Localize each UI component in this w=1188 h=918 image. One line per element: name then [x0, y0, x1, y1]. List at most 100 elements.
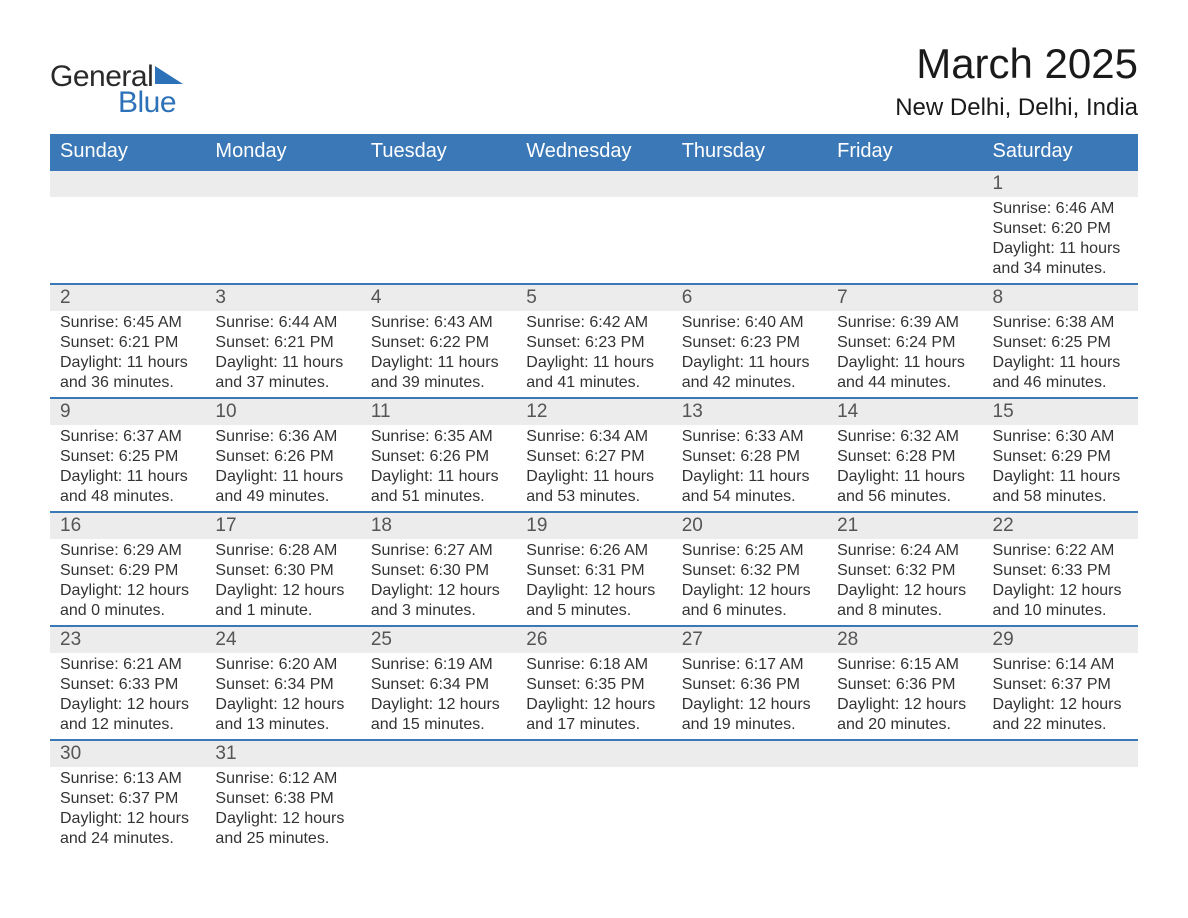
sunrise-text: Sunrise: 6:22 AM	[993, 541, 1128, 561]
calendar-cell: 16Sunrise: 6:29 AMSunset: 6:29 PMDayligh…	[50, 512, 205, 626]
day-details: Sunrise: 6:12 AMSunset: 6:38 PMDaylight:…	[205, 767, 360, 853]
daylight-text: Daylight: 12 hours and 20 minutes.	[837, 695, 972, 735]
calendar-week: 23Sunrise: 6:21 AMSunset: 6:33 PMDayligh…	[50, 626, 1138, 740]
calendar-header: SundayMondayTuesdayWednesdayThursdayFrid…	[50, 134, 1138, 170]
day-number: 5	[516, 285, 671, 311]
day-details	[50, 197, 205, 203]
calendar-cell: 31Sunrise: 6:12 AMSunset: 6:38 PMDayligh…	[205, 740, 360, 853]
day-number	[205, 171, 360, 197]
day-number: 20	[672, 513, 827, 539]
sunrise-text: Sunrise: 6:46 AM	[993, 199, 1128, 219]
calendar-cell	[361, 170, 516, 284]
calendar-cell	[50, 170, 205, 284]
calendar-cell: 20Sunrise: 6:25 AMSunset: 6:32 PMDayligh…	[672, 512, 827, 626]
day-number: 21	[827, 513, 982, 539]
calendar-cell: 2Sunrise: 6:45 AMSunset: 6:21 PMDaylight…	[50, 284, 205, 398]
sunset-text: Sunset: 6:29 PM	[60, 561, 195, 581]
calendar-table: SundayMondayTuesdayWednesdayThursdayFrid…	[50, 134, 1138, 853]
calendar-cell: 13Sunrise: 6:33 AMSunset: 6:28 PMDayligh…	[672, 398, 827, 512]
sunrise-text: Sunrise: 6:36 AM	[215, 427, 350, 447]
day-number: 2	[50, 285, 205, 311]
calendar-cell: 19Sunrise: 6:26 AMSunset: 6:31 PMDayligh…	[516, 512, 671, 626]
sunrise-text: Sunrise: 6:21 AM	[60, 655, 195, 675]
day-number: 17	[205, 513, 360, 539]
day-details: Sunrise: 6:36 AMSunset: 6:26 PMDaylight:…	[205, 425, 360, 511]
sunrise-text: Sunrise: 6:42 AM	[526, 313, 661, 333]
day-number: 23	[50, 627, 205, 653]
sunset-text: Sunset: 6:35 PM	[526, 675, 661, 695]
sunset-text: Sunset: 6:23 PM	[526, 333, 661, 353]
sunrise-text: Sunrise: 6:27 AM	[371, 541, 506, 561]
calendar-cell	[983, 740, 1138, 853]
daylight-text: Daylight: 12 hours and 10 minutes.	[993, 581, 1128, 621]
day-details: Sunrise: 6:18 AMSunset: 6:35 PMDaylight:…	[516, 653, 671, 739]
day-details: Sunrise: 6:28 AMSunset: 6:30 PMDaylight:…	[205, 539, 360, 625]
daylight-text: Daylight: 12 hours and 12 minutes.	[60, 695, 195, 735]
calendar-cell	[827, 740, 982, 853]
sunrise-text: Sunrise: 6:45 AM	[60, 313, 195, 333]
day-details	[827, 767, 982, 773]
day-details: Sunrise: 6:21 AMSunset: 6:33 PMDaylight:…	[50, 653, 205, 739]
day-number: 9	[50, 399, 205, 425]
calendar-cell: 18Sunrise: 6:27 AMSunset: 6:30 PMDayligh…	[361, 512, 516, 626]
sunrise-text: Sunrise: 6:34 AM	[526, 427, 661, 447]
daylight-text: Daylight: 11 hours and 34 minutes.	[993, 239, 1128, 279]
weekday-header: Wednesday	[516, 134, 671, 170]
day-number	[827, 741, 982, 767]
sunset-text: Sunset: 6:36 PM	[837, 675, 972, 695]
calendar-week: 2Sunrise: 6:45 AMSunset: 6:21 PMDaylight…	[50, 284, 1138, 398]
day-details: Sunrise: 6:15 AMSunset: 6:36 PMDaylight:…	[827, 653, 982, 739]
sunset-text: Sunset: 6:34 PM	[371, 675, 506, 695]
day-number	[50, 171, 205, 197]
day-number: 14	[827, 399, 982, 425]
sunset-text: Sunset: 6:37 PM	[993, 675, 1128, 695]
header: General Blue March 2025 New Delhi, Delhi…	[50, 40, 1138, 122]
sunrise-text: Sunrise: 6:13 AM	[60, 769, 195, 789]
day-number	[361, 741, 516, 767]
day-number	[516, 171, 671, 197]
daylight-text: Daylight: 11 hours and 44 minutes.	[837, 353, 972, 393]
sunrise-text: Sunrise: 6:29 AM	[60, 541, 195, 561]
brand-logo: General Blue	[50, 60, 183, 120]
sunset-text: Sunset: 6:26 PM	[215, 447, 350, 467]
day-details: Sunrise: 6:33 AMSunset: 6:28 PMDaylight:…	[672, 425, 827, 511]
day-details	[672, 197, 827, 203]
daylight-text: Daylight: 11 hours and 39 minutes.	[371, 353, 506, 393]
day-details: Sunrise: 6:17 AMSunset: 6:36 PMDaylight:…	[672, 653, 827, 739]
calendar-cell	[516, 740, 671, 853]
day-details: Sunrise: 6:22 AMSunset: 6:33 PMDaylight:…	[983, 539, 1138, 625]
day-details: Sunrise: 6:43 AMSunset: 6:22 PMDaylight:…	[361, 311, 516, 397]
sunset-text: Sunset: 6:23 PM	[682, 333, 817, 353]
weekday-header: Saturday	[983, 134, 1138, 170]
day-details: Sunrise: 6:35 AMSunset: 6:26 PMDaylight:…	[361, 425, 516, 511]
calendar-cell: 9Sunrise: 6:37 AMSunset: 6:25 PMDaylight…	[50, 398, 205, 512]
day-details: Sunrise: 6:25 AMSunset: 6:32 PMDaylight:…	[672, 539, 827, 625]
day-details: Sunrise: 6:44 AMSunset: 6:21 PMDaylight:…	[205, 311, 360, 397]
day-number: 12	[516, 399, 671, 425]
day-details: Sunrise: 6:14 AMSunset: 6:37 PMDaylight:…	[983, 653, 1138, 739]
day-details	[205, 197, 360, 203]
day-number: 1	[983, 171, 1138, 197]
calendar-cell: 22Sunrise: 6:22 AMSunset: 6:33 PMDayligh…	[983, 512, 1138, 626]
sunrise-text: Sunrise: 6:38 AM	[993, 313, 1128, 333]
daylight-text: Daylight: 11 hours and 46 minutes.	[993, 353, 1128, 393]
daylight-text: Daylight: 11 hours and 37 minutes.	[215, 353, 350, 393]
day-details: Sunrise: 6:13 AMSunset: 6:37 PMDaylight:…	[50, 767, 205, 853]
day-number: 26	[516, 627, 671, 653]
calendar-cell: 15Sunrise: 6:30 AMSunset: 6:29 PMDayligh…	[983, 398, 1138, 512]
day-details: Sunrise: 6:46 AMSunset: 6:20 PMDaylight:…	[983, 197, 1138, 283]
day-details: Sunrise: 6:45 AMSunset: 6:21 PMDaylight:…	[50, 311, 205, 397]
calendar-cell	[827, 170, 982, 284]
calendar-cell: 14Sunrise: 6:32 AMSunset: 6:28 PMDayligh…	[827, 398, 982, 512]
day-details: Sunrise: 6:20 AMSunset: 6:34 PMDaylight:…	[205, 653, 360, 739]
day-number	[516, 741, 671, 767]
calendar-cell: 25Sunrise: 6:19 AMSunset: 6:34 PMDayligh…	[361, 626, 516, 740]
sunrise-text: Sunrise: 6:43 AM	[371, 313, 506, 333]
calendar-cell: 3Sunrise: 6:44 AMSunset: 6:21 PMDaylight…	[205, 284, 360, 398]
day-number: 13	[672, 399, 827, 425]
sunset-text: Sunset: 6:28 PM	[837, 447, 972, 467]
day-number: 31	[205, 741, 360, 767]
calendar-cell: 11Sunrise: 6:35 AMSunset: 6:26 PMDayligh…	[361, 398, 516, 512]
calendar-week: 1Sunrise: 6:46 AMSunset: 6:20 PMDaylight…	[50, 170, 1138, 284]
calendar-cell	[672, 740, 827, 853]
